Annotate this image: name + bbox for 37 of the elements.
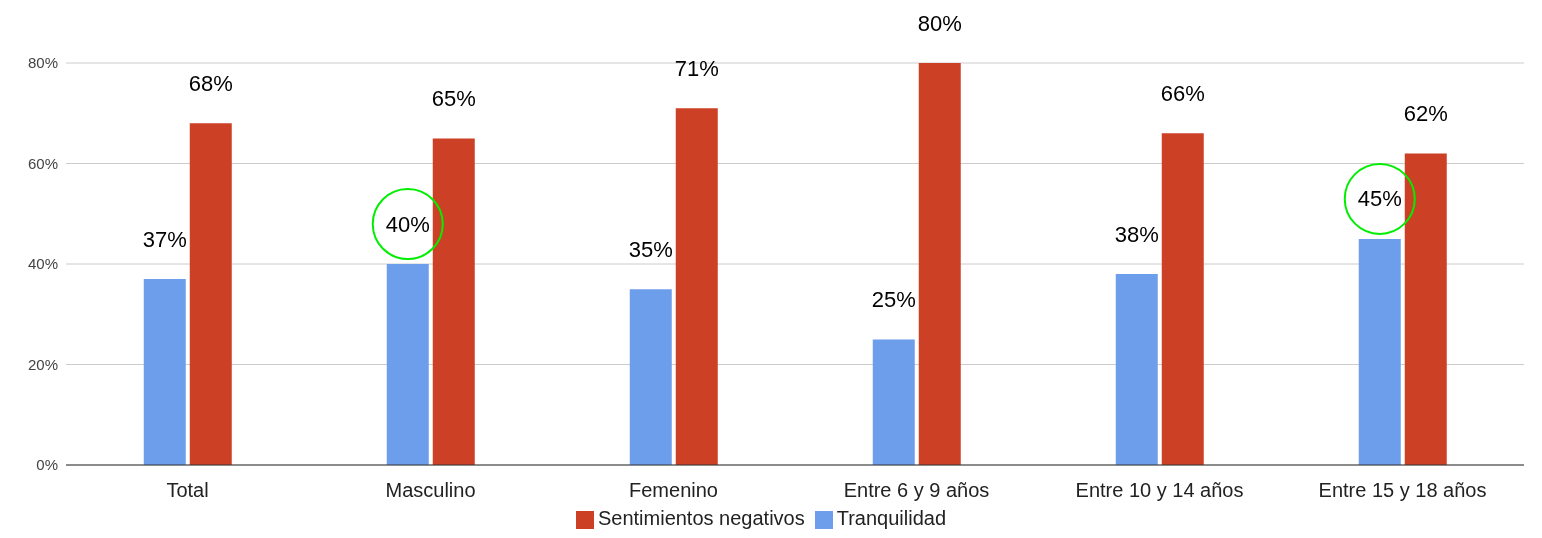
x-tick-label: Entre 15 y 18 años — [1318, 479, 1487, 502]
bar — [675, 108, 718, 465]
bar — [872, 339, 915, 465]
bar — [432, 138, 475, 465]
bar — [1115, 274, 1158, 465]
legend-label: Tranquilidad — [836, 507, 947, 529]
data-label: 66% — [1160, 80, 1205, 106]
x-tick-label: Entre 6 y 9 años — [843, 479, 990, 502]
y-tick-label: 80% — [27, 54, 58, 72]
data-label: 38% — [1114, 221, 1159, 247]
bar — [143, 279, 186, 465]
data-label: 25% — [871, 286, 916, 312]
data-label: 40% — [385, 211, 430, 237]
bar — [918, 63, 961, 465]
bar — [189, 123, 232, 465]
data-label: 45% — [1357, 186, 1402, 212]
x-tick-label: Femenino — [629, 479, 718, 502]
data-label: 65% — [431, 85, 476, 111]
y-tick-label: 20% — [27, 355, 58, 373]
data-label: 62% — [1403, 100, 1448, 126]
bar — [629, 289, 672, 465]
x-tick-label: Masculino — [385, 479, 476, 502]
bar — [386, 264, 429, 465]
y-tick-label: 60% — [27, 154, 58, 172]
data-label: 37% — [142, 226, 187, 252]
x-tick-label: Entre 10 y 14 años — [1075, 479, 1244, 502]
data-label: 35% — [628, 236, 673, 262]
x-tick-label: Total — [166, 479, 209, 502]
data-label: 68% — [188, 70, 233, 96]
data-label: 71% — [674, 55, 719, 81]
y-tick-label: 40% — [27, 255, 58, 273]
bar — [1404, 153, 1447, 465]
bar — [1161, 133, 1204, 465]
legend-label: Sentimientos negativos — [597, 507, 805, 529]
data-label: 80% — [917, 10, 962, 36]
y-tick-label: 0% — [36, 456, 58, 474]
bar — [1358, 238, 1401, 465]
